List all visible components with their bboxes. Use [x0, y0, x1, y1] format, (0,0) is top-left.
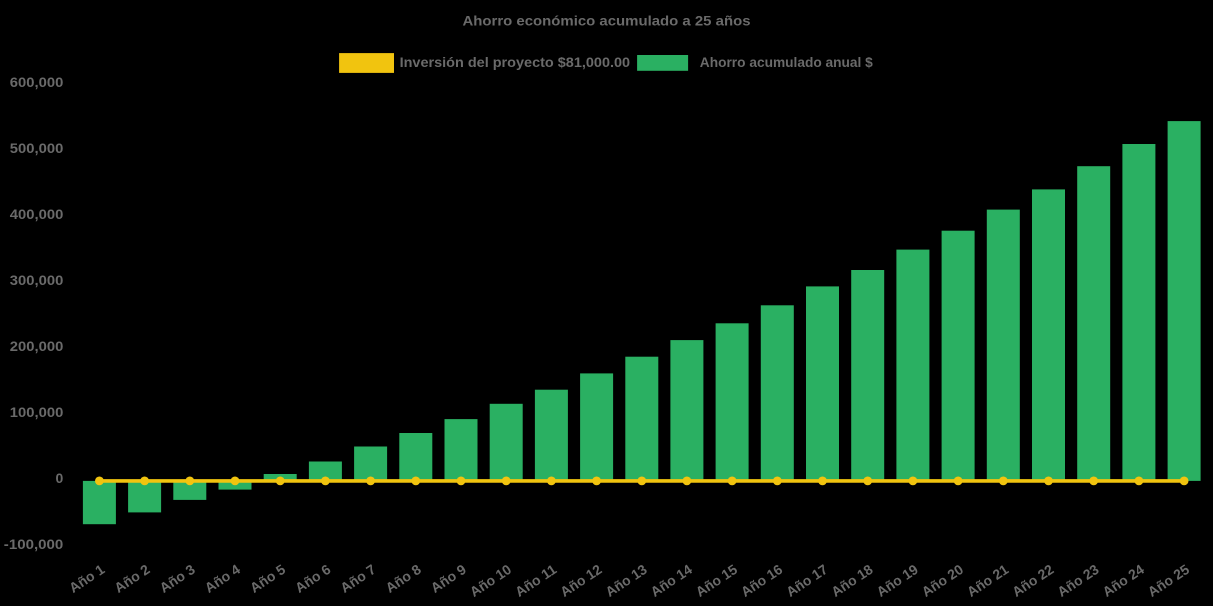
svg-text:Inversión del proyecto $81,000: Inversión del proyecto $81,000.00	[400, 54, 631, 70]
svg-text:Ahorro económico acumulado a 2: Ahorro económico acumulado a 25 años	[463, 13, 751, 29]
svg-text:100,000: 100,000	[10, 404, 64, 420]
svg-text:Ahorro acumulado anual $: Ahorro acumulado anual $	[700, 54, 873, 70]
svg-text:600,000: 600,000	[10, 74, 64, 90]
svg-text:-100,000: -100,000	[4, 536, 64, 552]
svg-text:200,000: 200,000	[10, 338, 64, 354]
svg-text:0: 0	[56, 470, 64, 486]
svg-text:500,000: 500,000	[10, 140, 64, 156]
svg-text:300,000: 300,000	[10, 272, 64, 288]
svg-text:400,000: 400,000	[10, 206, 64, 222]
